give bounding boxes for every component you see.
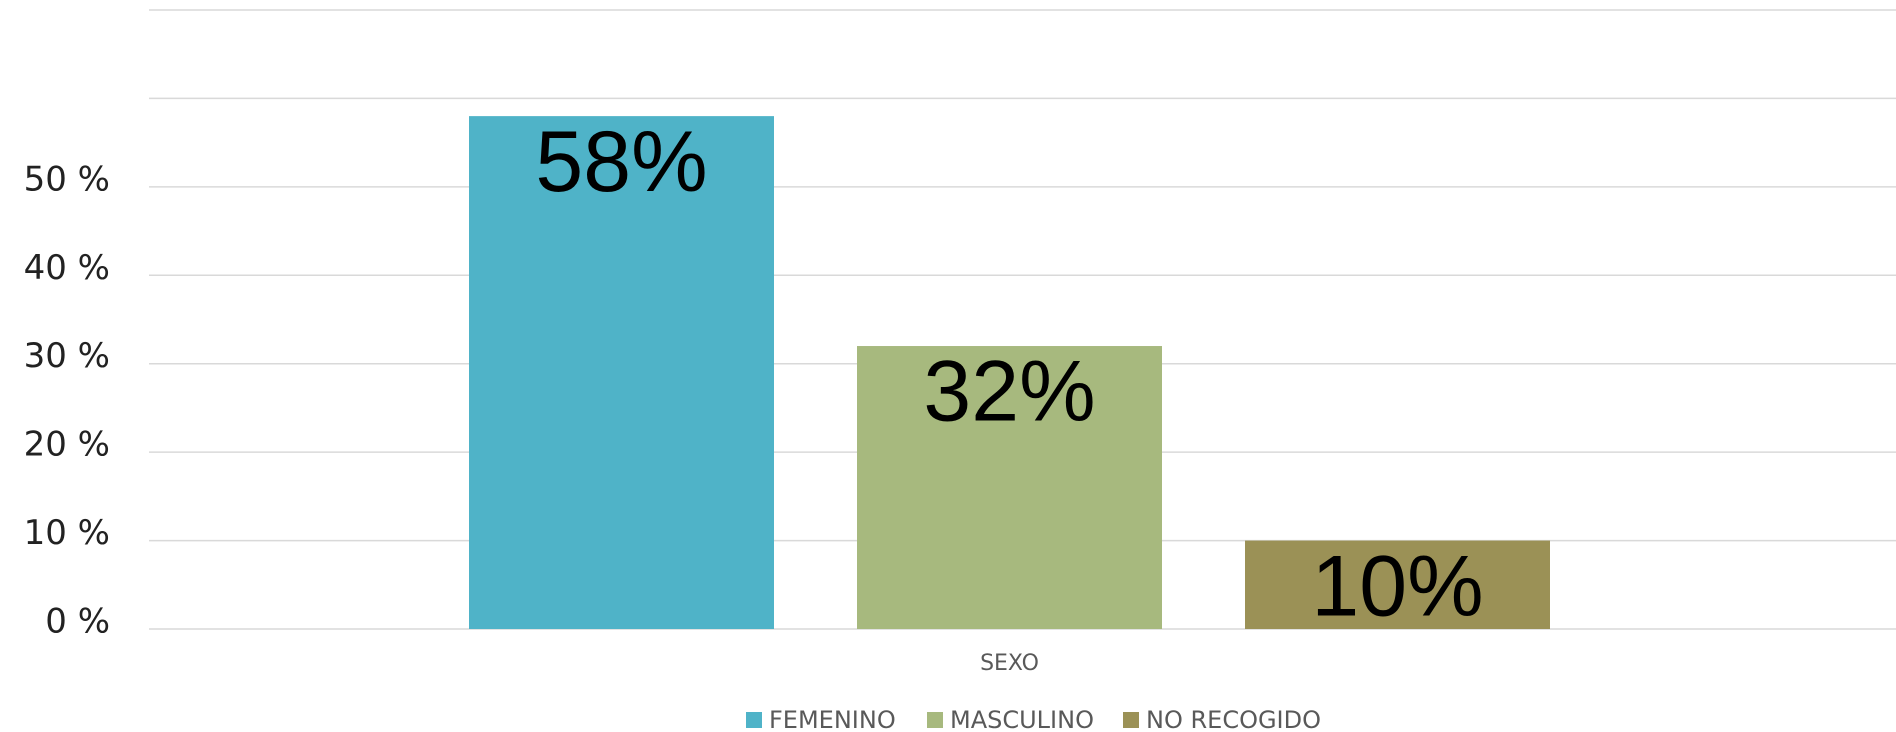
y-tick-label: 30 % [24,336,110,376]
y-tick-label: 40 % [24,248,110,288]
data-label: 10% [1311,538,1483,634]
legend-swatch [927,712,943,728]
y-tick-label: 20 % [24,425,110,465]
x-tick-label: SEXO [980,651,1039,676]
legend-swatch [1123,712,1139,728]
legend-label: NO RECOGIDO [1146,706,1321,732]
bar [857,346,1162,629]
bar [469,116,774,630]
data-label: 32% [923,344,1095,440]
data-label: 58% [535,114,707,210]
y-tick-label: 50 % [24,159,110,199]
legend-swatch [746,712,762,728]
y-tick-label: 0 % [45,602,110,642]
y-tick-label: 10 % [24,513,110,553]
legend-label: MASCULINO [950,706,1094,732]
bar [1245,540,1550,629]
legend-label: FEMENINO [769,706,896,732]
